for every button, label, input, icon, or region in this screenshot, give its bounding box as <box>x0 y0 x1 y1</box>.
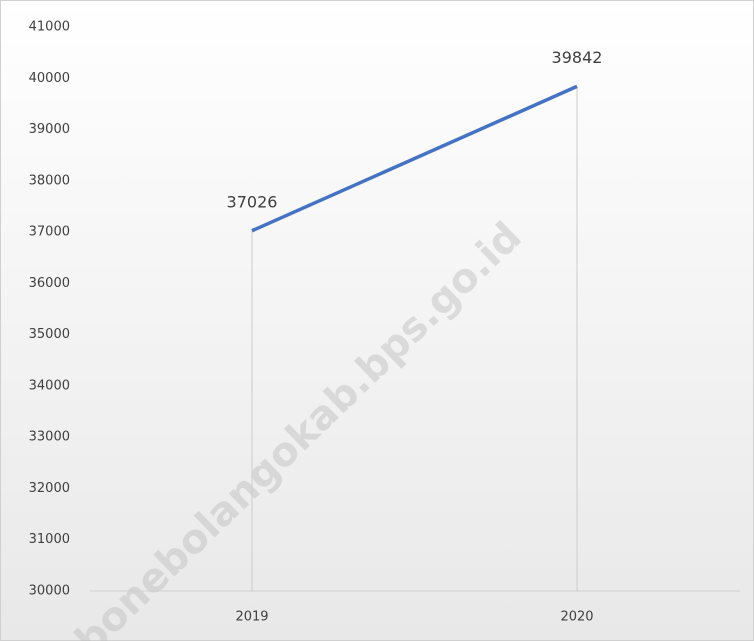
y-tick-label: 38000 <box>29 173 70 188</box>
y-tick-label: 35000 <box>29 327 70 342</box>
y-tick-label: 37000 <box>29 225 70 240</box>
x-tick-label: 2020 <box>560 610 593 625</box>
y-tick-label: 30000 <box>29 584 70 599</box>
x-tick-label: 2019 <box>235 610 268 625</box>
y-tick-label: 31000 <box>29 532 70 547</box>
y-tick-label: 41000 <box>29 20 70 35</box>
y-tick-label: 40000 <box>29 71 70 86</box>
data-label: 37026 <box>227 192 278 211</box>
y-tick-label: 32000 <box>29 481 70 496</box>
y-tick-label: 34000 <box>29 378 70 393</box>
data-label: 39842 <box>552 48 603 67</box>
y-tick-label: 39000 <box>29 122 70 137</box>
y-tick-label: 36000 <box>29 276 70 291</box>
line <box>251 84 578 233</box>
y-tick-label: 33000 <box>29 430 70 445</box>
